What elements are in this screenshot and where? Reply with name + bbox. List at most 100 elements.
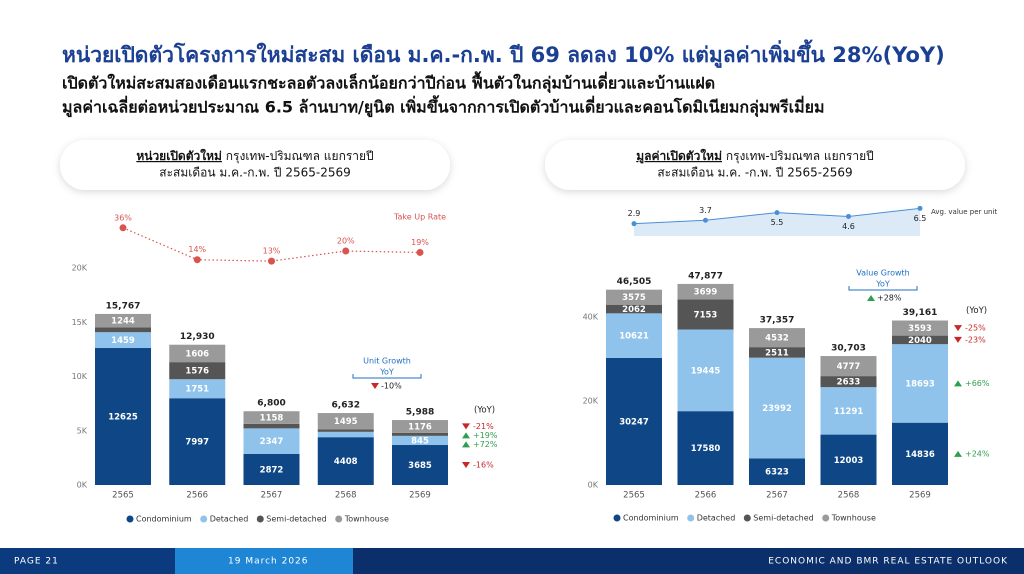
bar-segment xyxy=(392,420,448,433)
value-label: 2872 xyxy=(260,465,284,475)
value-label: 12003 xyxy=(834,456,864,466)
value-label: 12625 xyxy=(108,413,138,423)
heading-box xyxy=(545,140,965,190)
growth-label: +28% xyxy=(877,294,902,303)
legend-label: Semi-detached xyxy=(266,515,326,524)
value-label: 1576 xyxy=(185,367,209,377)
x-tick-label: 2567 xyxy=(766,491,788,501)
bar-segment xyxy=(392,445,448,485)
total-label: 6,632 xyxy=(332,401,360,411)
bar-segment xyxy=(606,289,662,305)
line-value-label: 6.5 xyxy=(914,214,927,223)
line-point xyxy=(416,248,424,256)
total-label: 15,767 xyxy=(106,301,141,311)
value-label: 1459 xyxy=(111,336,135,346)
value-label: 30247 xyxy=(619,417,649,427)
value-label: 11291 xyxy=(834,407,864,417)
bar-segment xyxy=(606,357,662,485)
line-point xyxy=(268,257,275,265)
line-point xyxy=(917,205,923,211)
heading-rest: กรุงเทพ-ปริมณฑล แยกรายปี xyxy=(222,149,374,164)
bar-segment xyxy=(606,313,662,358)
yoy-label: +19% xyxy=(473,431,498,440)
yoy-label: +66% xyxy=(965,379,990,388)
yoy-label: -25% xyxy=(965,324,986,333)
yoy-label: -21% xyxy=(473,422,494,431)
line-value-label: 14% xyxy=(188,245,206,254)
bar-segment xyxy=(169,344,226,363)
growth-bracket xyxy=(848,286,918,291)
value-label: 3593 xyxy=(908,324,932,334)
bar-segment xyxy=(243,423,300,429)
value-label: 1158 xyxy=(260,414,284,424)
bar-segment xyxy=(749,357,805,459)
yoy-title: (YoY) xyxy=(474,406,495,416)
y-tick-label: 40K xyxy=(583,313,599,322)
line xyxy=(122,227,421,262)
bar-segment xyxy=(392,432,448,436)
growth-bracket xyxy=(352,374,422,379)
line-value-label: 2.9 xyxy=(628,209,641,218)
yoy-arrow xyxy=(954,450,962,457)
total-label: 5,988 xyxy=(406,408,434,418)
legend-swatch xyxy=(743,514,751,522)
bar-segment xyxy=(317,413,374,430)
legend-label: Condominium xyxy=(623,514,679,523)
bar-segment xyxy=(95,327,151,333)
value-label: 4532 xyxy=(765,334,789,344)
value-label: 7153 xyxy=(694,310,718,320)
bar-segment xyxy=(169,398,226,485)
value-label: 10621 xyxy=(619,332,649,342)
x-tick-label: 2568 xyxy=(838,491,860,501)
y-tick-label: 5K xyxy=(77,426,88,435)
y-tick-label: 20K xyxy=(583,397,599,406)
yoy-arrow xyxy=(462,441,470,448)
value-label: 3575 xyxy=(622,293,646,303)
slide-title: หน่วยเปิดตัวโครงการใหม่สะสม เดือน ม.ค.-ก… xyxy=(62,39,945,69)
value-label: 1606 xyxy=(185,349,209,359)
legend-label: Detached xyxy=(697,514,736,523)
total-label: 37,357 xyxy=(760,316,795,326)
bar-segment xyxy=(892,335,948,345)
bar-segment xyxy=(95,332,151,349)
yoy-arrow xyxy=(462,462,470,469)
bar-segment xyxy=(749,328,805,348)
line-point xyxy=(846,213,851,219)
yoy-arrow xyxy=(954,336,962,343)
yoy-arrow xyxy=(462,423,470,430)
value-label: 19445 xyxy=(691,366,721,376)
bar-segment xyxy=(317,437,374,485)
value-label: 7997 xyxy=(185,438,209,448)
page-number: PAGE 21 xyxy=(14,557,59,567)
legend-swatch xyxy=(126,515,134,523)
x-tick-label: 2565 xyxy=(112,491,134,501)
bar-segment xyxy=(317,429,374,432)
growth-title: Unit Growth xyxy=(363,357,411,366)
yoy-arrow xyxy=(462,432,470,439)
legend-label: Townhouse xyxy=(344,515,389,524)
total-label: 47,877 xyxy=(688,271,723,281)
line-point xyxy=(631,221,637,227)
subtitle: เปิดตัวใหม่สะสมสองเดือนแรกชะลอตัวลงเล็กน… xyxy=(62,71,715,94)
value-label: 2040 xyxy=(908,336,932,346)
total-label: 46,505 xyxy=(617,277,652,287)
yoy-label: +72% xyxy=(473,440,498,449)
legend-label: Semi-detached xyxy=(753,514,813,523)
value-label: 845 xyxy=(411,436,429,446)
line-value-label: 13% xyxy=(263,247,281,256)
value-label: 14836 xyxy=(905,450,935,460)
heading: หน่วยเปิดตัวใหม่ กรุงเทพ-ปริมณฑล แยกรายป… xyxy=(136,148,373,164)
line-point xyxy=(119,224,127,232)
x-tick-label: 2566 xyxy=(695,491,717,501)
heading: สะสมเดือน ม.ค.-ก.พ. ปี 2565-2569 xyxy=(159,166,350,180)
line-value-label: 20% xyxy=(337,237,355,246)
line-value-label: 19% xyxy=(411,238,429,247)
yoy-label: +24% xyxy=(965,449,990,458)
line-value-label: 5.5 xyxy=(771,218,784,227)
legend-swatch xyxy=(256,515,264,523)
bar-segment xyxy=(892,320,948,336)
value-label: 2633 xyxy=(837,378,861,388)
line-point xyxy=(703,217,708,223)
publication: ECONOMIC AND BMR REAL ESTATE OUTLOOK xyxy=(768,557,1008,567)
